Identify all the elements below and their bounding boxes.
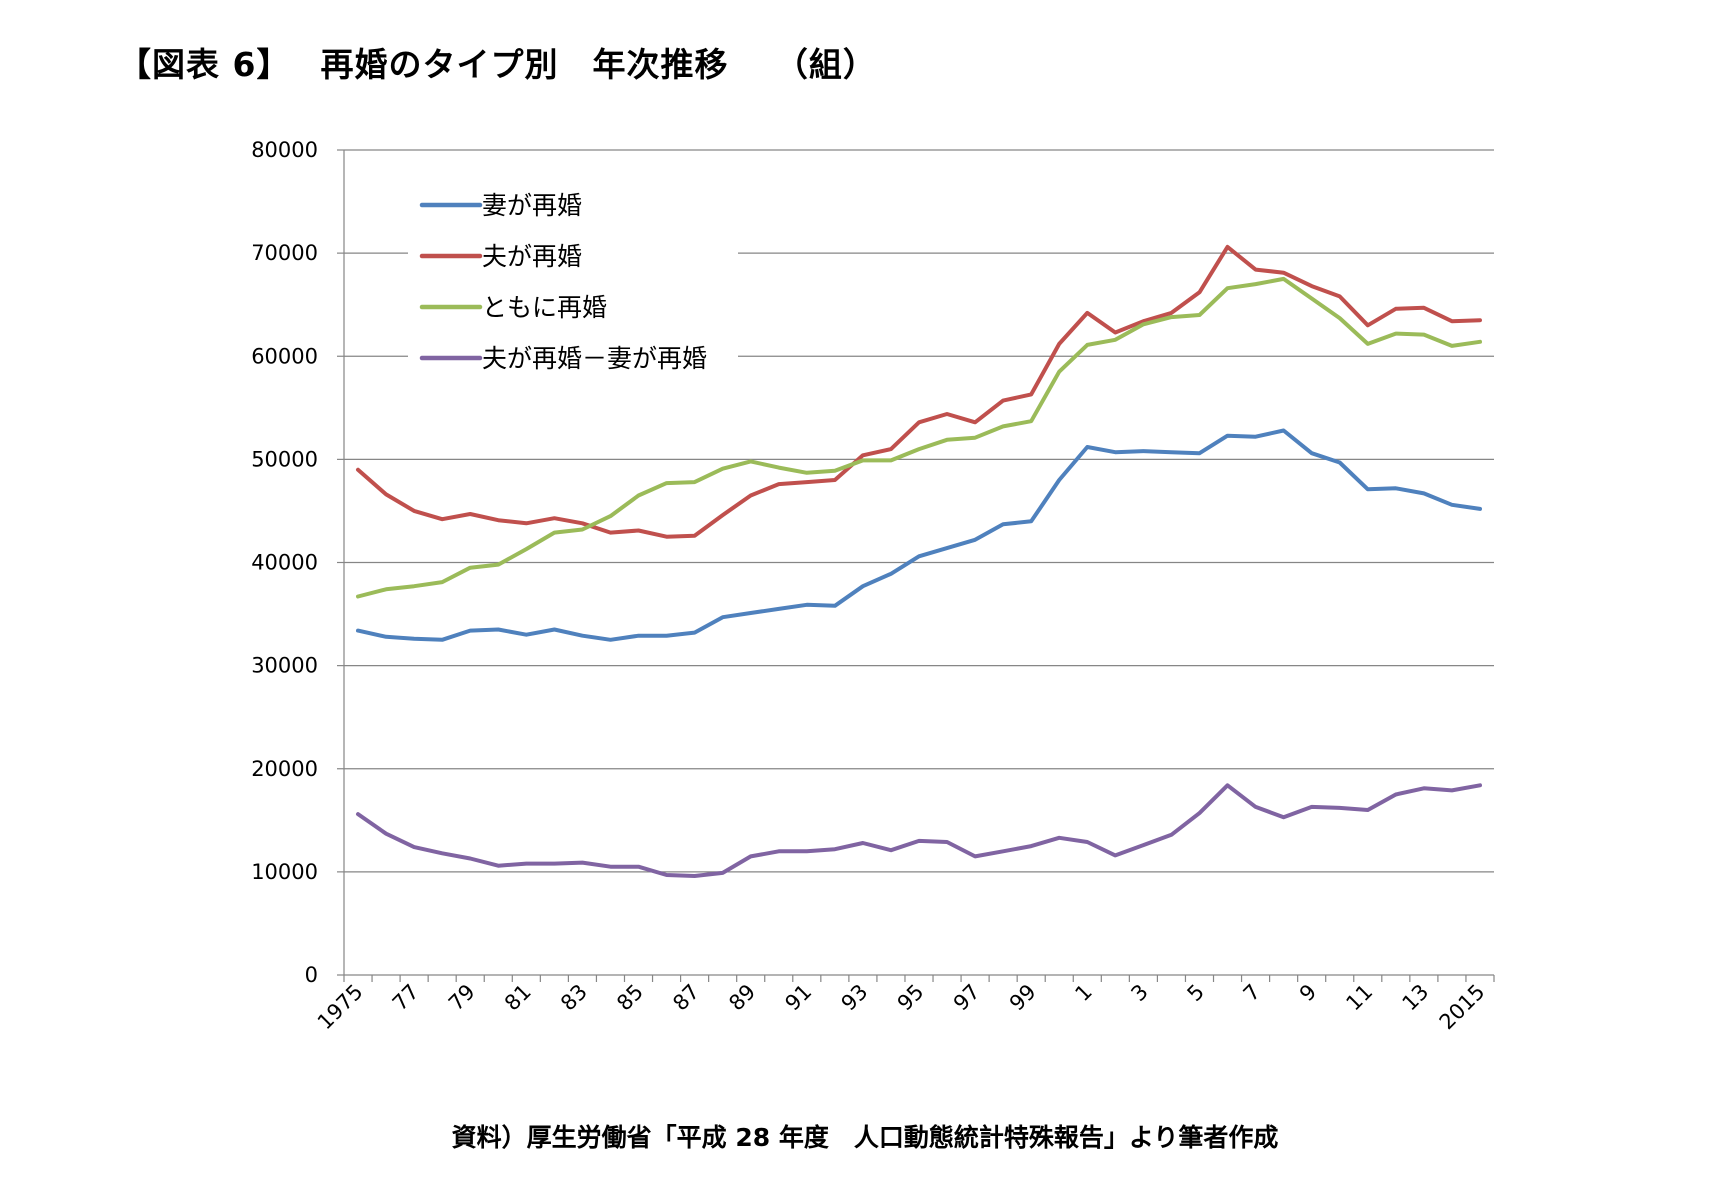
x-tick-label: 93: [837, 980, 873, 1016]
x-tick-label: 1: [1070, 980, 1096, 1006]
legend-label: 妻が再婚: [482, 191, 582, 220]
series-lines: [356, 244, 1482, 878]
x-axis: 1975 77 79 81 83 85 87 89 91 93 95 97 99 1 3 5 7 9 11 13 201…: [313, 974, 1495, 1035]
y-tick-label: 40000: [251, 551, 318, 575]
y-tick-label: 10000: [251, 860, 318, 884]
series-line: [356, 783, 1482, 878]
x-tick-label: 9: [1295, 980, 1321, 1006]
x-tick-label: 91: [780, 980, 816, 1016]
figure-title: 【図表 6】 再婚のタイプ別 年次推移 （組）: [118, 45, 877, 84]
x-tick-label: 89: [724, 980, 760, 1016]
y-tick-label: 60000: [251, 344, 318, 368]
y-tick-label: 50000: [251, 447, 318, 471]
legend-box: [408, 175, 738, 389]
x-tick-label: 79: [444, 980, 480, 1016]
legend-label: 夫が再婚－妻が再婚: [482, 344, 707, 373]
x-tick-label: 3: [1126, 980, 1152, 1006]
x-tick-label: 1975: [313, 980, 368, 1035]
y-tick-label: 0: [305, 963, 318, 987]
y-tick-label: 70000: [251, 241, 318, 265]
series-line: [356, 276, 1482, 599]
x-tick-label: 87: [668, 980, 704, 1016]
x-tick-label: 95: [893, 980, 929, 1016]
x-tick-label: 85: [612, 980, 648, 1016]
x-tick-label: 83: [556, 980, 592, 1016]
legend-label: ともに再婚: [482, 293, 607, 322]
series-line: [356, 244, 1482, 539]
x-tick-label: 97: [949, 980, 985, 1016]
x-tick-label: 11: [1341, 980, 1377, 1016]
x-tick-label: 2015: [1435, 980, 1490, 1035]
series-line: [356, 428, 1482, 642]
x-tick-label: 7: [1239, 980, 1265, 1006]
source-note: 資料）厚生労働省「平成 28 年度 人口動態統計特殊報告」より筆者作成: [451, 1123, 1279, 1152]
y-axis: 0 10000 20000 30000 40000 50000 60000 70000 8000…: [251, 138, 345, 987]
legend-label: 夫が再婚: [482, 242, 582, 271]
y-tick-label: 20000: [251, 757, 318, 781]
x-tick-label: 77: [388, 980, 424, 1016]
x-tick-label: 99: [1005, 980, 1041, 1016]
x-tick-label: 5: [1183, 980, 1209, 1006]
x-tick-label: 81: [500, 980, 536, 1016]
y-tick-label: 30000: [251, 654, 318, 678]
x-tick-label: 13: [1398, 980, 1434, 1016]
y-tick-label: 80000: [251, 138, 318, 162]
